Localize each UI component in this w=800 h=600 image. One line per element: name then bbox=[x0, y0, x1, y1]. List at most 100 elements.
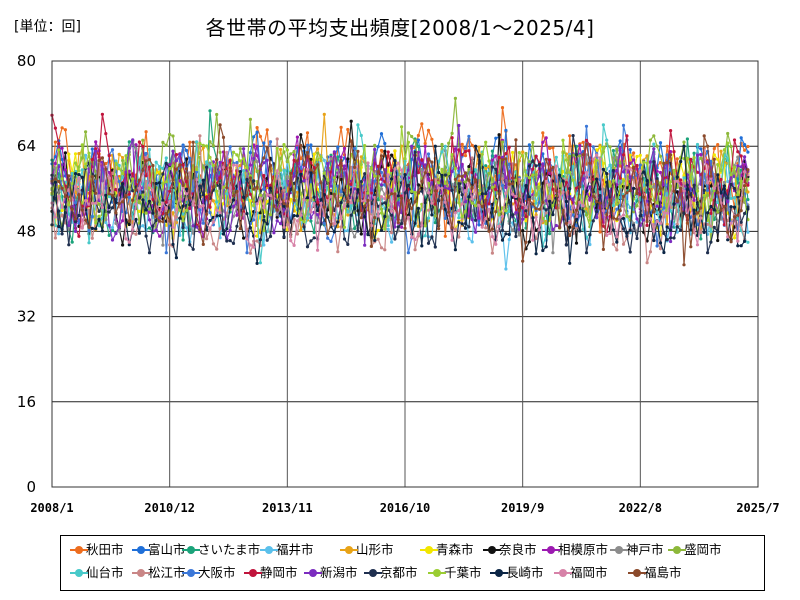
data-point bbox=[440, 142, 444, 147]
data-point bbox=[363, 204, 367, 208]
data-point bbox=[84, 218, 88, 222]
data-point bbox=[268, 186, 273, 190]
data-point bbox=[534, 193, 538, 197]
data-point bbox=[739, 220, 743, 224]
data-point bbox=[272, 182, 276, 186]
data-point bbox=[726, 238, 730, 242]
data-point bbox=[60, 177, 64, 181]
data-point bbox=[346, 127, 350, 132]
y-tick-label: 80 bbox=[17, 52, 36, 70]
data-point bbox=[184, 197, 189, 201]
data-point bbox=[625, 191, 629, 195]
data-point bbox=[564, 158, 569, 162]
data-point bbox=[682, 189, 686, 193]
data-point bbox=[494, 154, 498, 158]
data-point bbox=[568, 233, 572, 238]
data-point bbox=[689, 157, 693, 161]
data-point bbox=[97, 202, 101, 206]
data-point bbox=[369, 244, 373, 248]
data-point bbox=[500, 106, 505, 110]
data-point bbox=[208, 109, 212, 113]
data-point bbox=[416, 206, 420, 210]
data-point bbox=[63, 151, 67, 155]
data-point bbox=[349, 182, 353, 186]
data-point bbox=[211, 144, 215, 148]
legend-item: 千葉市 bbox=[428, 566, 482, 580]
data-point bbox=[73, 229, 78, 233]
data-point bbox=[699, 206, 703, 210]
data-point bbox=[551, 203, 555, 208]
data-point bbox=[390, 231, 394, 235]
data-point bbox=[114, 161, 118, 165]
data-point bbox=[665, 161, 669, 165]
data-point bbox=[611, 228, 616, 232]
data-point bbox=[470, 240, 474, 244]
data-point bbox=[299, 228, 303, 232]
data-point bbox=[716, 173, 720, 177]
data-point bbox=[551, 251, 555, 255]
data-point bbox=[302, 225, 306, 229]
data-point bbox=[578, 144, 582, 148]
data-point bbox=[534, 154, 538, 158]
legend-label: 秋田市 bbox=[86, 542, 124, 557]
data-point bbox=[732, 138, 737, 142]
data-point bbox=[208, 218, 212, 223]
data-point bbox=[591, 145, 595, 149]
data-point bbox=[618, 164, 622, 168]
data-point bbox=[595, 153, 599, 157]
data-point bbox=[568, 261, 572, 265]
data-point bbox=[618, 139, 622, 143]
data-point bbox=[87, 241, 91, 245]
data-point bbox=[584, 170, 589, 175]
data-point bbox=[238, 159, 242, 163]
data-point bbox=[652, 238, 656, 243]
data-point bbox=[510, 228, 515, 232]
data-point bbox=[490, 165, 494, 169]
data-point bbox=[500, 155, 505, 159]
data-point bbox=[595, 158, 599, 162]
data-point bbox=[608, 214, 612, 218]
data-point bbox=[383, 201, 387, 205]
data-point bbox=[342, 188, 347, 192]
data-point bbox=[178, 233, 182, 237]
data-point bbox=[645, 205, 649, 209]
data-point bbox=[114, 231, 118, 236]
data-point bbox=[60, 186, 64, 190]
data-point bbox=[487, 171, 491, 175]
data-point bbox=[584, 142, 589, 147]
data-point bbox=[339, 193, 343, 197]
data-point bbox=[373, 147, 377, 152]
data-point bbox=[346, 157, 350, 161]
data-point bbox=[379, 154, 384, 158]
data-point bbox=[682, 181, 686, 185]
data-point bbox=[534, 228, 538, 232]
data-point bbox=[581, 204, 585, 208]
data-point bbox=[450, 226, 454, 230]
data-point bbox=[564, 171, 569, 175]
data-point bbox=[571, 178, 575, 182]
data-point bbox=[67, 223, 71, 228]
data-point bbox=[484, 164, 488, 168]
data-point bbox=[416, 144, 420, 149]
data-point bbox=[268, 234, 273, 238]
data-point bbox=[507, 182, 511, 186]
data-point bbox=[595, 199, 599, 204]
data-point bbox=[608, 198, 612, 202]
data-point bbox=[426, 157, 431, 161]
data-point bbox=[279, 193, 283, 197]
data-point bbox=[312, 236, 316, 240]
data-point bbox=[121, 156, 125, 160]
data-point bbox=[682, 176, 686, 180]
x-tick-label: 2008/1 bbox=[30, 501, 73, 515]
data-point bbox=[732, 186, 737, 191]
data-point bbox=[605, 138, 609, 142]
legend-item: 青森市 bbox=[420, 543, 474, 557]
data-point bbox=[521, 154, 525, 158]
data-point bbox=[746, 144, 750, 149]
data-point bbox=[97, 217, 101, 221]
data-point bbox=[110, 228, 115, 232]
data-point bbox=[168, 189, 172, 193]
data-point bbox=[107, 206, 111, 210]
data-point bbox=[117, 179, 121, 184]
data-point bbox=[231, 150, 236, 154]
